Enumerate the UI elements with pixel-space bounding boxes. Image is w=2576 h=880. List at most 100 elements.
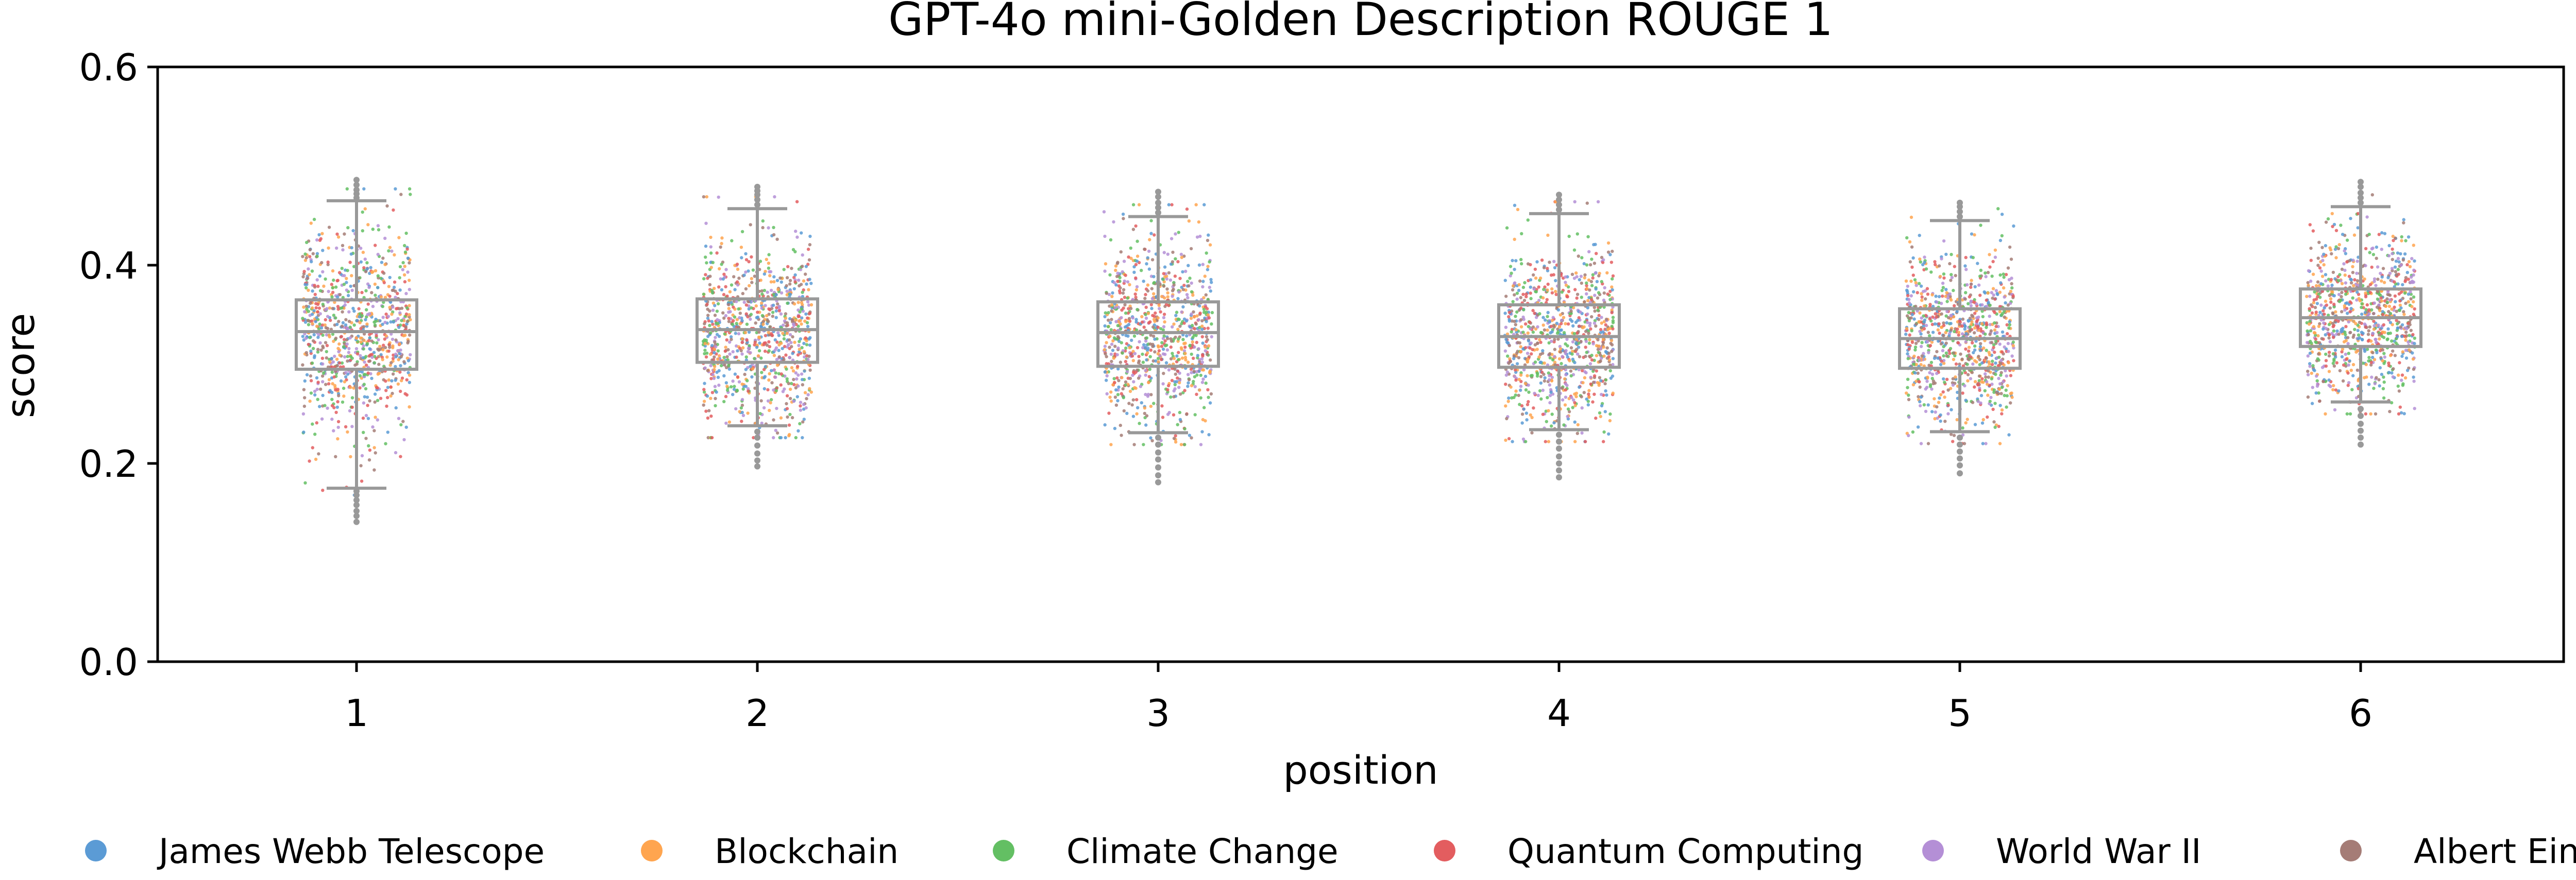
strip-point [1174, 257, 1177, 261]
strip-point [1537, 299, 1541, 302]
strip-point [343, 303, 347, 307]
strip-point [319, 387, 323, 391]
strip-point [1988, 253, 1991, 256]
strip-point [347, 310, 351, 314]
strip-point [334, 388, 337, 392]
strip-point [1163, 296, 1166, 300]
strip-point [2344, 352, 2347, 356]
strip-point [790, 318, 794, 321]
strip-point [355, 362, 359, 366]
strip-point [1521, 285, 1526, 289]
strip-point [1206, 265, 1210, 268]
strip-point [722, 400, 726, 404]
strip-point [1541, 323, 1545, 327]
strip-point [332, 339, 335, 343]
strip-point [309, 379, 313, 383]
strip-point [785, 332, 789, 335]
strip-point [364, 364, 368, 367]
strip-point [745, 379, 749, 383]
strip-point [398, 370, 402, 374]
strip-point [2009, 392, 2012, 395]
strip-point [1928, 334, 1931, 338]
strip-point [370, 339, 374, 343]
strip-point [1515, 297, 1519, 301]
strip-point [1571, 357, 1575, 361]
strip-point [733, 315, 737, 319]
strip-point [1126, 296, 1129, 300]
strip-point [343, 342, 346, 346]
strip-point [303, 320, 308, 324]
strip-point [706, 436, 710, 440]
strip-point [403, 250, 408, 254]
strip-point [1183, 352, 1187, 355]
strip-point [2344, 325, 2348, 329]
strip-point [792, 377, 795, 382]
strip-point [2318, 341, 2321, 344]
strip-point [390, 313, 394, 316]
strip-point [1181, 270, 1184, 274]
strip-point [1145, 414, 1149, 418]
strip-point [1552, 325, 1556, 329]
strip-point [371, 425, 375, 429]
strip-point [1161, 328, 1165, 332]
strip-point [1919, 442, 1923, 445]
strip-point [767, 320, 770, 323]
strip-point [1984, 375, 1988, 379]
strip-point [348, 261, 352, 264]
strip-point [729, 385, 733, 389]
strip-point [1597, 344, 1601, 348]
strip-point [316, 336, 320, 339]
strip-point [1555, 331, 1560, 335]
strip-point [1198, 312, 1202, 315]
strip-point [309, 349, 313, 353]
strip-point [1191, 294, 1195, 297]
strip-point [1933, 260, 1937, 264]
strip-point [1183, 443, 1187, 446]
strip-point [1131, 373, 1134, 377]
strip-point [1123, 303, 1127, 307]
strip-point [727, 367, 732, 371]
strip-point [344, 318, 348, 321]
strip-point [703, 349, 707, 352]
strip-point [1572, 277, 1577, 280]
strip-point [336, 305, 340, 308]
strip-point [1149, 436, 1153, 440]
strip-point [1114, 320, 1118, 323]
strip-point [1568, 359, 1571, 363]
strip-point [1951, 377, 1955, 381]
strip-point [753, 357, 756, 360]
strip-point [1134, 386, 1138, 390]
strip-point [343, 274, 346, 278]
strip-point [2000, 412, 2004, 416]
strip-point [1934, 410, 1937, 414]
strip-point [775, 237, 779, 241]
strip-point [1935, 372, 1939, 375]
strip-point [800, 346, 804, 350]
strip-point [1530, 416, 1534, 419]
strip-point [794, 229, 798, 233]
strip-point [785, 324, 788, 328]
strip-point [721, 311, 725, 315]
strip-point [1122, 260, 1126, 263]
strip-point [1523, 281, 1527, 285]
strip-point [1980, 421, 1985, 425]
strip-point [1968, 295, 1971, 299]
strip-point [1525, 418, 1529, 422]
strip-point [779, 372, 783, 376]
strip-point [1926, 292, 1930, 296]
strip-point [720, 288, 724, 291]
strip-point [1538, 312, 1541, 316]
strip-point [1578, 324, 1581, 328]
strip-point [341, 248, 345, 252]
strip-point [1198, 325, 1201, 330]
strip-point [2400, 378, 2403, 382]
strip-point [1593, 319, 1597, 322]
strip-point [2310, 371, 2313, 375]
strip-point [1105, 341, 1108, 344]
strip-point [311, 322, 314, 325]
strip-point [800, 322, 803, 326]
strip-point [1193, 385, 1197, 389]
strip-point [1170, 203, 1174, 206]
strip-point [346, 359, 349, 363]
strip-point [704, 338, 708, 342]
